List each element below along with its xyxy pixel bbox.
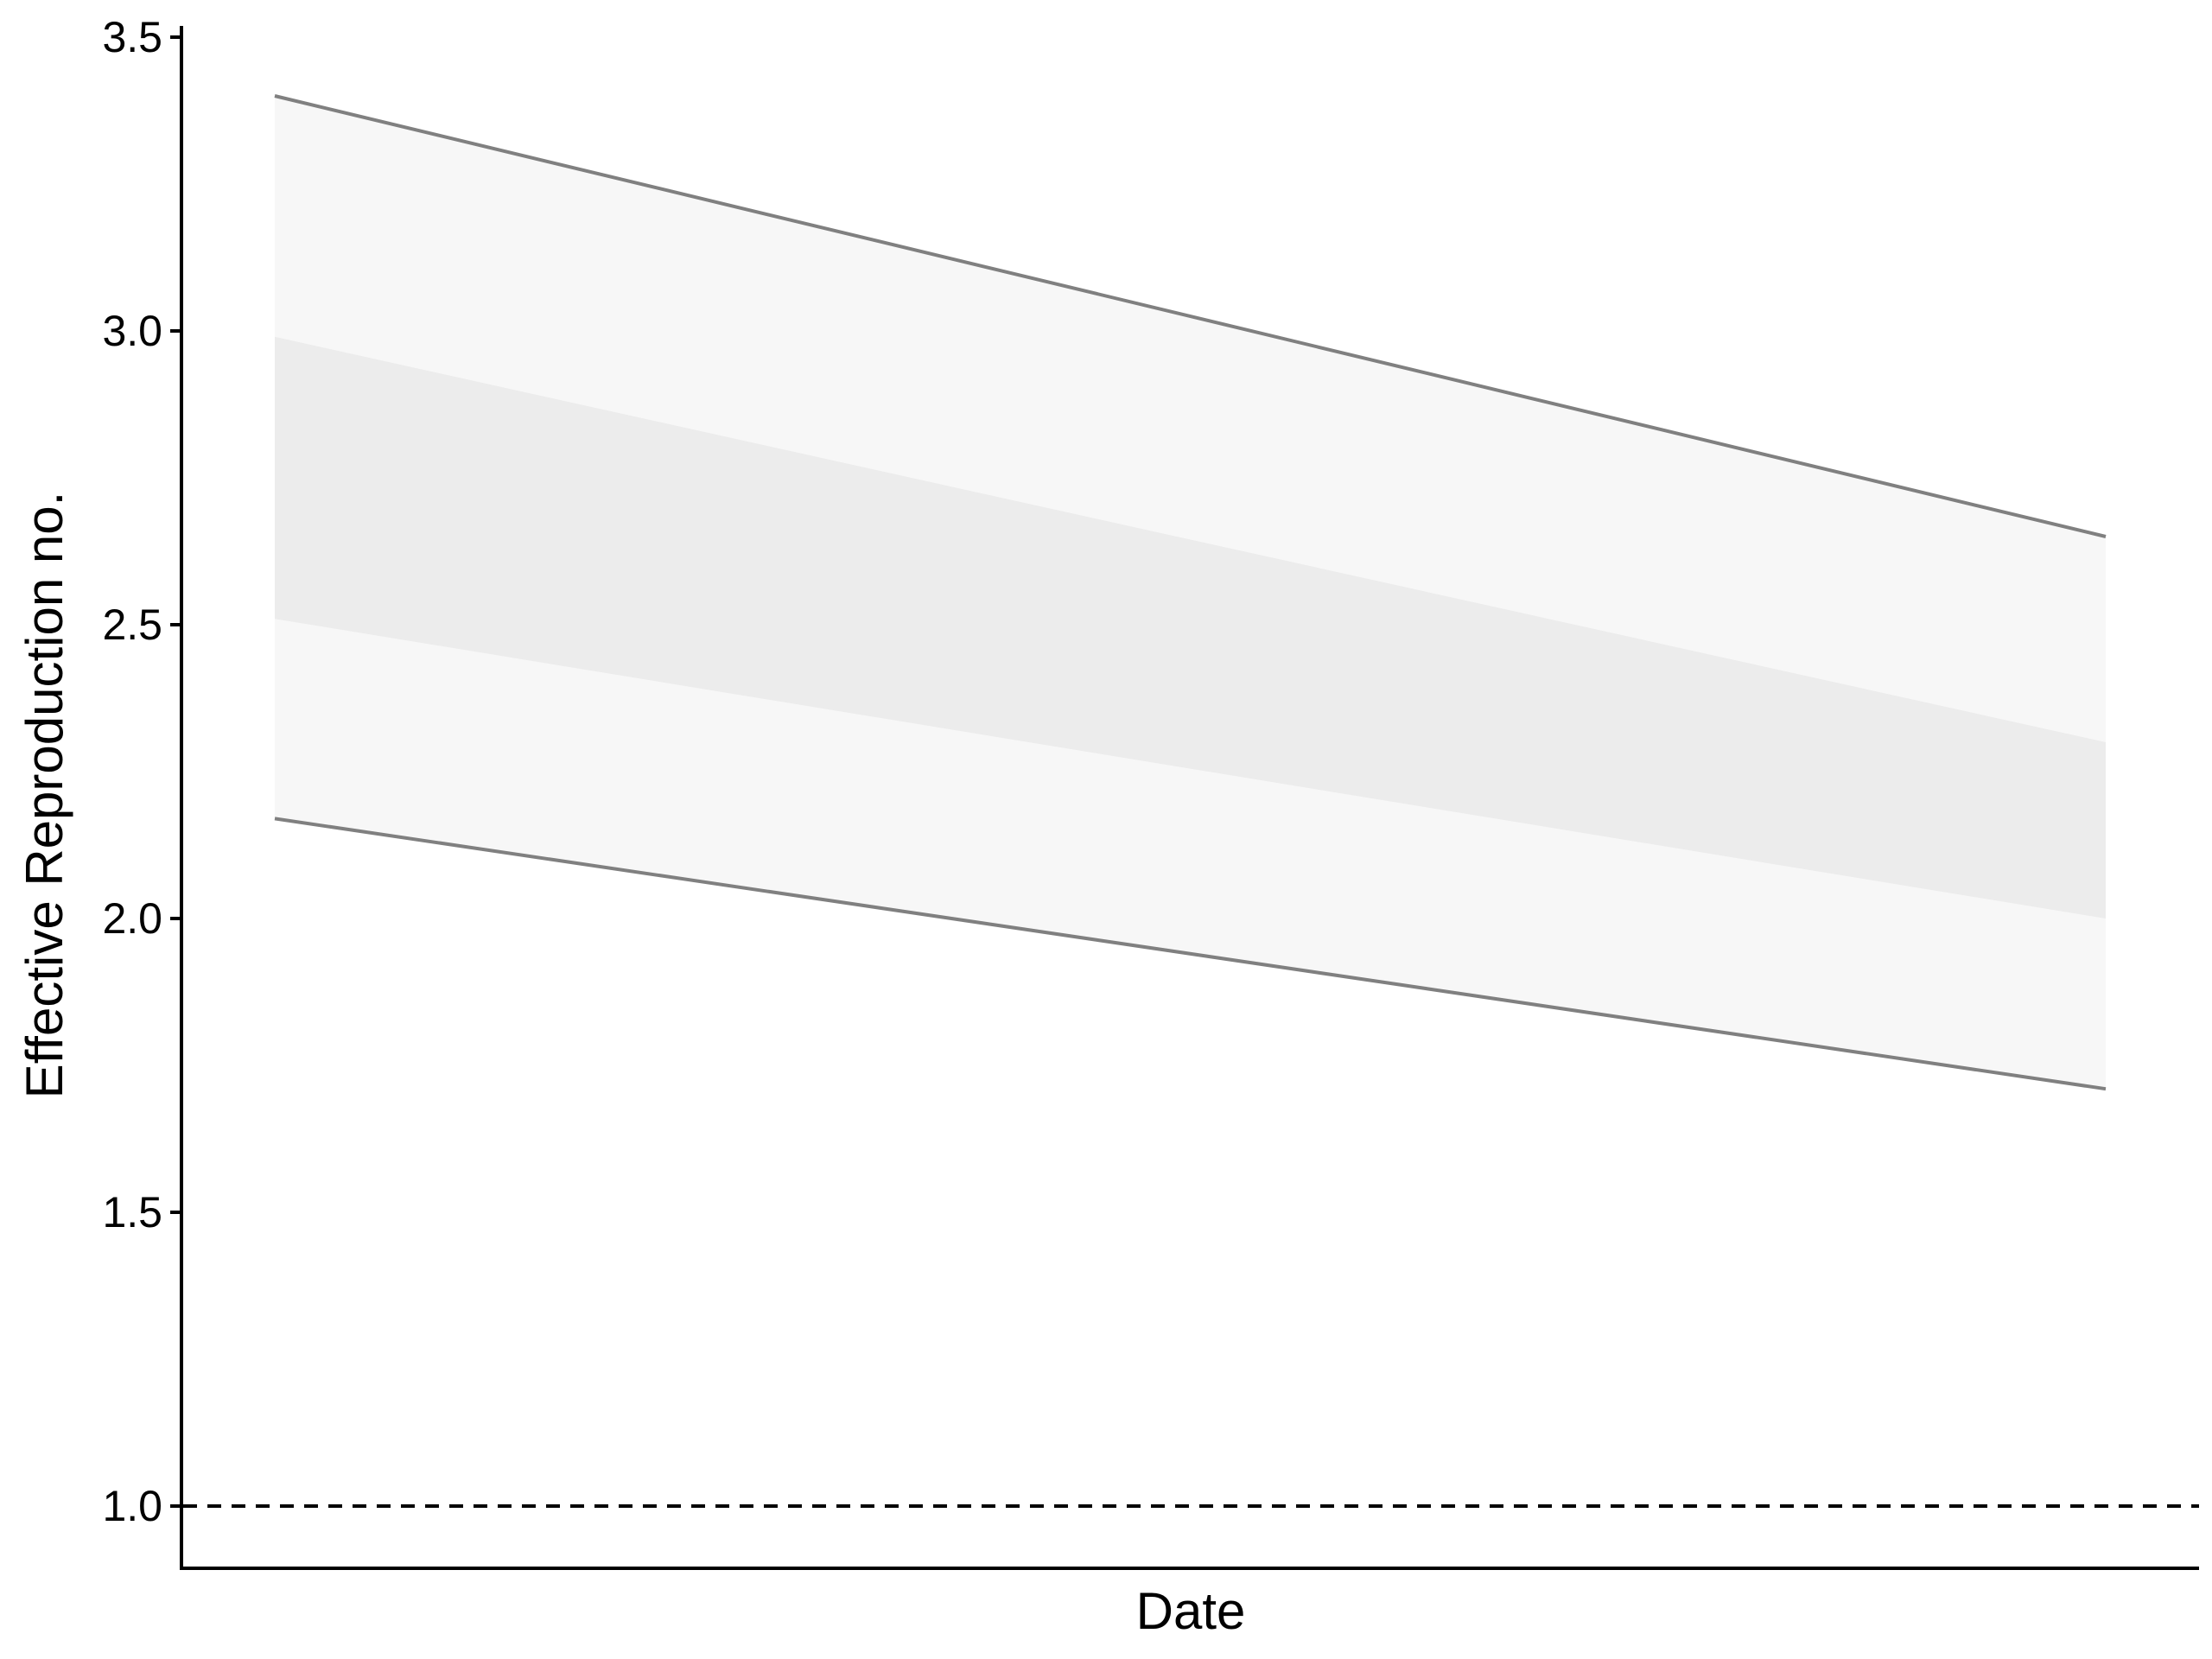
y-tick-label: 3.5 <box>102 13 162 61</box>
bands-layer <box>274 94 2107 1091</box>
band-inner <box>275 336 2106 918</box>
y-tick-label: 2.0 <box>102 894 162 943</box>
y-axis-title: Effective Reproduction no. <box>16 492 73 1099</box>
band-outer-upper-line <box>274 94 2107 538</box>
band-outer-lower-line <box>274 817 2107 1091</box>
y-ticks: 1.0 1.5 2.0 2.5 3.0 3.5 <box>102 13 181 1530</box>
x-axis-title: Date <box>1136 1582 1246 1640</box>
y-tick-label: 2.5 <box>102 601 162 649</box>
y-tick-label: 1.5 <box>102 1188 162 1236</box>
y-tick-label: 3.0 <box>102 307 162 355</box>
axes-layer <box>180 26 2199 1570</box>
y-tick-label: 1.0 <box>102 1482 162 1530</box>
